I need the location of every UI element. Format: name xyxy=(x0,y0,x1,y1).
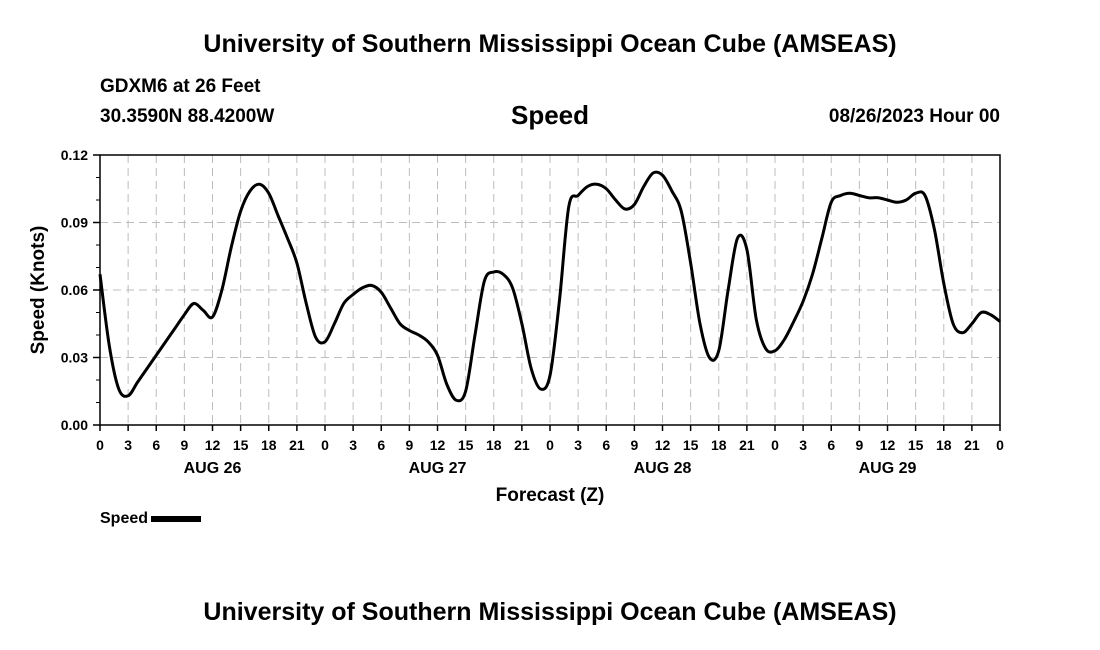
y-tick-label: 0.03 xyxy=(61,350,88,366)
x-tick-label: 9 xyxy=(180,437,188,453)
x-axis-title: Forecast (Z) xyxy=(496,485,605,506)
x-tick-label: 12 xyxy=(205,437,221,453)
x-tick-label: 15 xyxy=(233,437,249,453)
x-day-label: AUG 28 xyxy=(634,460,692,477)
chart-legend: Speed xyxy=(100,510,202,528)
x-tick-label: 9 xyxy=(405,437,413,453)
x-tick-label: 0 xyxy=(996,437,1004,453)
y-tick-label: 0.09 xyxy=(61,215,88,231)
y-axis-title: Speed (Knots) xyxy=(28,226,49,355)
x-tick-label: 12 xyxy=(880,437,896,453)
x-tick-label: 0 xyxy=(321,437,329,453)
coordinates-label: 30.3590N 88.4200W xyxy=(100,106,275,127)
y-tick-label: 0.06 xyxy=(61,282,88,298)
x-tick-label: 21 xyxy=(289,437,305,453)
x-day-label: AUG 26 xyxy=(184,460,242,477)
x-tick-label: 0 xyxy=(771,437,779,453)
x-tick-label: 18 xyxy=(936,437,952,453)
x-tick-label: 12 xyxy=(430,437,446,453)
x-tick-label: 21 xyxy=(964,437,980,453)
x-tick-label: 3 xyxy=(349,437,357,453)
x-tick-label: 18 xyxy=(486,437,502,453)
x-tick-label: 6 xyxy=(602,437,610,453)
x-tick-label: 15 xyxy=(908,437,924,453)
x-day-label: AUG 27 xyxy=(409,460,467,477)
x-tick-label: 0 xyxy=(546,437,554,453)
y-tick-label: 0.12 xyxy=(61,147,88,163)
chart-title: Speed xyxy=(510,100,590,130)
series-line-speed xyxy=(98,170,1001,403)
x-tick-label: 15 xyxy=(458,437,474,453)
footer-title: University of Southern Mississippi Ocean… xyxy=(203,598,897,626)
x-tick-label: 6 xyxy=(827,437,835,453)
x-day-label: AUG 29 xyxy=(859,460,917,477)
station-label: GDXM6 at 26 Feet xyxy=(100,76,261,97)
x-tick-label: 9 xyxy=(855,437,863,453)
x-tick-label: 6 xyxy=(152,437,160,453)
x-tick-label: 3 xyxy=(124,437,132,453)
y-tick-label: 0.00 xyxy=(61,417,88,433)
x-tick-label: 15 xyxy=(683,437,699,453)
x-tick-label: 3 xyxy=(574,437,582,453)
x-tick-label: 9 xyxy=(630,437,638,453)
forecast-datetime: 08/26/2023 Hour 00 xyxy=(828,106,1000,127)
x-tick-label: 0 xyxy=(96,437,104,453)
x-tick-label: 21 xyxy=(514,437,530,453)
x-tick-label: 12 xyxy=(655,437,671,453)
legend-line-swatch xyxy=(151,516,202,522)
x-tick-label: 18 xyxy=(711,437,727,453)
legend-label: Speed xyxy=(100,510,149,527)
x-tick-label: 21 xyxy=(739,437,755,453)
x-tick-label: 6 xyxy=(377,437,385,453)
page-title: University of Southern Mississippi Ocean… xyxy=(203,30,897,58)
x-tick-label: 3 xyxy=(799,437,807,453)
x-tick-label: 18 xyxy=(261,437,277,453)
